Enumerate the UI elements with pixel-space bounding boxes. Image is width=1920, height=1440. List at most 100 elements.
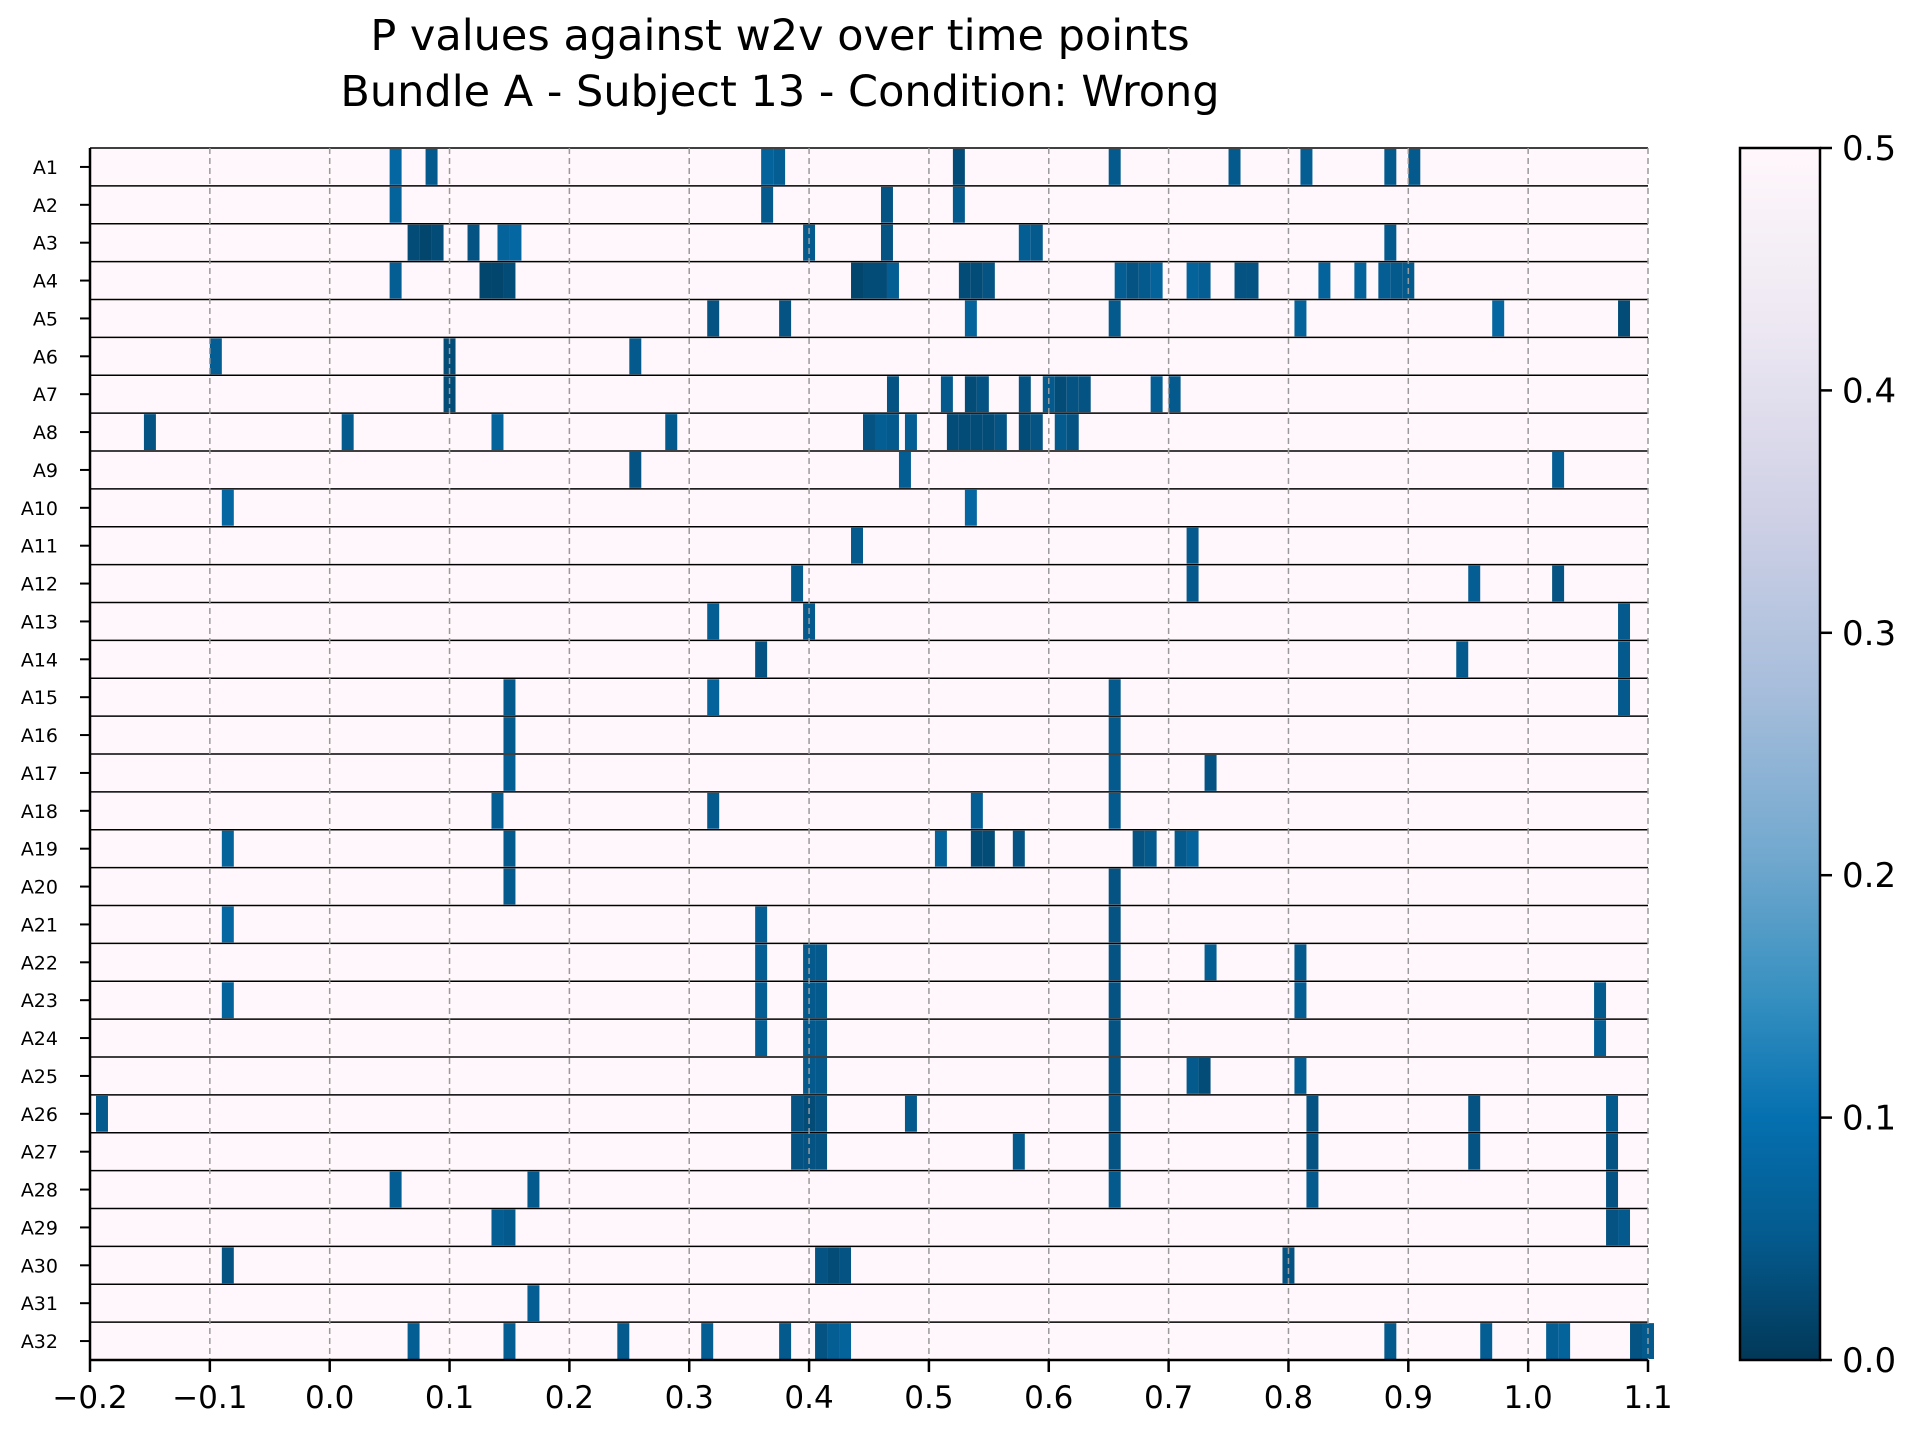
heatmap-cell	[1204, 755, 1217, 791]
heatmap-cell	[503, 1323, 516, 1359]
heatmap-cell	[958, 262, 971, 299]
y-tick-label: A13	[21, 611, 58, 633]
row-background	[90, 868, 1648, 905]
row-background	[90, 489, 1648, 526]
heatmap-cell	[1018, 376, 1031, 413]
heatmap-cell	[1108, 868, 1121, 905]
heatmap-cell	[1168, 376, 1181, 413]
heatmap-cell	[1306, 1171, 1319, 1208]
x-tick-label: 0.0	[305, 1380, 354, 1416]
heatmap-cell	[1384, 149, 1397, 185]
heatmap-cell	[1138, 262, 1151, 299]
heatmap-cell	[839, 1247, 852, 1284]
heatmap-cell	[1114, 262, 1127, 299]
heatmap-cell	[1354, 262, 1367, 299]
heatmap-cell	[1492, 300, 1505, 337]
heatmap-cell	[952, 186, 965, 223]
heatmap-cell	[1108, 906, 1121, 943]
colorbar-tick-label: 0.0	[1842, 1341, 1896, 1381]
heatmap-cell	[221, 830, 234, 867]
heatmap-cell	[1108, 755, 1121, 791]
chart-subtitle: Bundle A - Subject 13 - Condition: Wrong	[340, 67, 1219, 117]
x-tick-label: 0.4	[784, 1380, 833, 1416]
heatmap-cell	[1042, 376, 1055, 413]
heatmap-row-a23	[90, 982, 1648, 1019]
heatmap-cell	[527, 1285, 540, 1322]
heatmap-cell	[491, 262, 504, 299]
x-tick-label: −0.2	[52, 1380, 127, 1416]
x-tick-label: −0.1	[172, 1380, 247, 1416]
heatmap-cell	[407, 1323, 420, 1359]
heatmap-cell	[863, 414, 875, 450]
row-background	[90, 527, 1648, 564]
row-background	[90, 452, 1648, 488]
heatmap-cell	[425, 149, 438, 185]
heatmap-cell	[1108, 1133, 1121, 1170]
heatmap-cell	[665, 414, 678, 450]
heatmap-cell	[1306, 1133, 1319, 1170]
heatmap-cell	[1468, 565, 1481, 602]
heatmap-row-a17	[90, 755, 1648, 791]
heatmap-cell	[443, 376, 456, 413]
heatmap-cell	[964, 376, 977, 413]
heatmap-cell	[209, 338, 222, 375]
y-tick-label: A6	[33, 346, 58, 368]
heatmap-cell	[509, 224, 522, 261]
heatmap-cell	[1606, 1133, 1619, 1170]
heatmap-cell	[815, 1323, 828, 1359]
heatmap-cell	[1384, 224, 1397, 261]
heatmap-cell	[389, 149, 402, 185]
heatmap-cell	[815, 944, 828, 981]
row-background	[90, 717, 1648, 753]
heatmap-cell	[503, 679, 516, 716]
heatmap-cell	[1618, 641, 1631, 678]
colorbar: 0.0 0.1 0.2 0.3 0.4 0.5	[1738, 129, 1896, 1381]
y-tick-label: A1	[33, 157, 58, 179]
heatmap-cell	[1606, 1209, 1619, 1246]
heatmap-cell	[773, 149, 786, 185]
heatmap-cell	[970, 830, 983, 867]
heatmap-row-a4	[90, 262, 1648, 299]
heatmap-cell	[1234, 262, 1247, 299]
heatmap-cell	[964, 489, 977, 526]
heatmap-cell	[1126, 262, 1139, 299]
x-tick-label: 0.7	[1144, 1380, 1193, 1416]
heatmap-cell	[755, 1020, 768, 1056]
y-tick-label: A10	[21, 498, 58, 520]
heatmap-cell	[1186, 1058, 1199, 1094]
heatmap-cell	[815, 1058, 828, 1094]
heatmap-cell	[1108, 717, 1121, 753]
heatmap-cell	[779, 300, 792, 337]
heatmap-row-a6	[90, 338, 1648, 375]
heatmap-cell	[755, 906, 768, 943]
heatmap-row-a3	[90, 224, 1648, 261]
y-tick-label: A28	[21, 1180, 58, 1202]
row-background	[90, 300, 1648, 337]
heatmap-cell	[1468, 1133, 1481, 1170]
heatmap-cell	[886, 376, 899, 413]
y-axis: A1 A2 A3 A4 A5 A6 A7 A8 A9 A10 A11 A12 A13 A14 A15 A16 A…	[21, 148, 92, 1360]
heatmap-cell	[946, 414, 959, 450]
heatmap-cell	[761, 186, 774, 223]
row-background	[90, 1095, 1648, 1132]
y-tick-label: A7	[33, 384, 58, 406]
heatmap-cell	[1594, 1020, 1607, 1056]
heatmap-cell	[803, 1058, 816, 1094]
heatmap-cell	[940, 376, 953, 413]
x-tick-label: 0.2	[545, 1380, 594, 1416]
row-background	[90, 1285, 1648, 1322]
heatmap-cell	[815, 1095, 828, 1132]
row-background	[90, 641, 1648, 678]
heatmap-cell	[431, 224, 444, 261]
row-background	[90, 982, 1648, 1019]
plot-area	[89, 147, 1654, 1361]
x-tick-label: 1.0	[1503, 1380, 1552, 1416]
row-background	[90, 1058, 1648, 1094]
y-tick-label: A3	[33, 233, 58, 255]
heatmap-row-a28	[90, 1171, 1648, 1208]
heatmap-cell	[1198, 1058, 1211, 1094]
row-background	[90, 679, 1648, 716]
heatmap-cell	[1066, 376, 1079, 413]
heatmap-cell	[755, 641, 768, 678]
x-tick-label: 0.5	[904, 1380, 953, 1416]
